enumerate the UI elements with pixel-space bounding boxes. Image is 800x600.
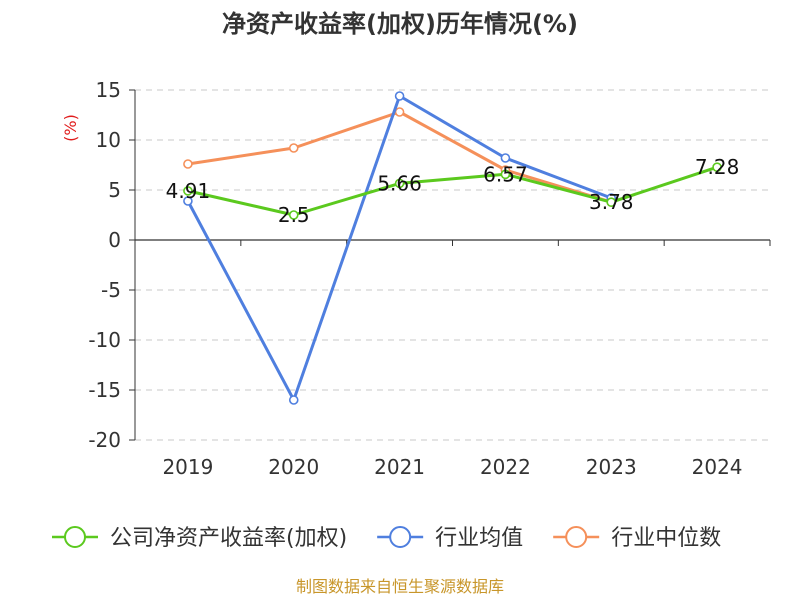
data-label: 7.28 xyxy=(695,155,740,179)
legend[interactable]: 公司净资产收益率(加权) 行业均值 行业中位数 xyxy=(52,526,721,551)
legend-marker xyxy=(565,526,588,548)
y-tick-label: -5 xyxy=(101,278,121,302)
legend-item-1[interactable]: 行业均值 xyxy=(377,526,523,551)
series-lines xyxy=(183,91,722,405)
y-tick-label: 10 xyxy=(96,128,121,152)
data-point[interactable] xyxy=(288,395,299,405)
gridlines xyxy=(135,89,770,441)
y-tick-label: -10 xyxy=(88,328,121,352)
series-line-0 xyxy=(187,165,718,217)
data-label: 4.91 xyxy=(166,179,211,203)
y-tick-label: -20 xyxy=(88,428,121,452)
chart-title: 净资产收益率(加权)历年情况(%) xyxy=(222,10,578,38)
series-line-1 xyxy=(186,94,612,402)
x-tick-label: 2019 xyxy=(162,455,213,479)
data-point[interactable] xyxy=(183,186,193,196)
data-label: 6.57 xyxy=(483,162,528,186)
data-point[interactable] xyxy=(500,169,511,180)
source-note: 制图数据来自恒生聚源数据库 xyxy=(296,577,504,596)
legend-label: 行业中位数 xyxy=(611,526,721,551)
legend-label: 公司净资产收益率(加权) xyxy=(110,526,347,551)
data-label: 5.66 xyxy=(377,171,422,195)
data-point[interactable] xyxy=(394,91,405,101)
data-point[interactable] xyxy=(183,196,193,206)
data-point[interactable] xyxy=(394,178,405,189)
legend-label: 行业均值 xyxy=(435,526,523,551)
data-point[interactable] xyxy=(606,197,617,207)
x-tick-label: 2023 xyxy=(586,455,637,479)
x-tick-label: 2021 xyxy=(374,455,425,479)
x-tick-label: 2020 xyxy=(268,455,319,479)
y-tick-label: 5 xyxy=(108,178,121,202)
x-tick-label: 2022 xyxy=(480,455,531,479)
legend-marker xyxy=(64,526,86,548)
data-point[interactable] xyxy=(500,153,511,163)
y-tick-label: -15 xyxy=(88,378,121,402)
data-point[interactable] xyxy=(712,162,722,172)
y-tick-label: 0 xyxy=(108,228,121,252)
legend-marker xyxy=(389,526,412,548)
data-label: 3.78 xyxy=(589,190,634,214)
legend-item-2[interactable]: 行业中位数 xyxy=(553,526,721,551)
legend-item-0[interactable]: 公司净资产收益率(加权) xyxy=(52,526,347,551)
data-point[interactable] xyxy=(288,143,299,153)
axes: 15 10 5 0 -5 -10 -15 -20 2019 2020 2021 2022 2023 202… xyxy=(88,78,771,479)
y-axis-unit-label: (%) xyxy=(61,114,80,142)
x-tick-label: 2024 xyxy=(692,455,743,479)
data-labels: 4.91 2.5 5.66 6.57 3.78 7.28 xyxy=(166,155,740,227)
data-label: 2.5 xyxy=(278,203,310,227)
data-point[interactable] xyxy=(288,210,299,220)
data-point[interactable] xyxy=(183,159,193,169)
y-tick-label: 15 xyxy=(96,78,121,102)
data-point[interactable] xyxy=(394,107,405,117)
